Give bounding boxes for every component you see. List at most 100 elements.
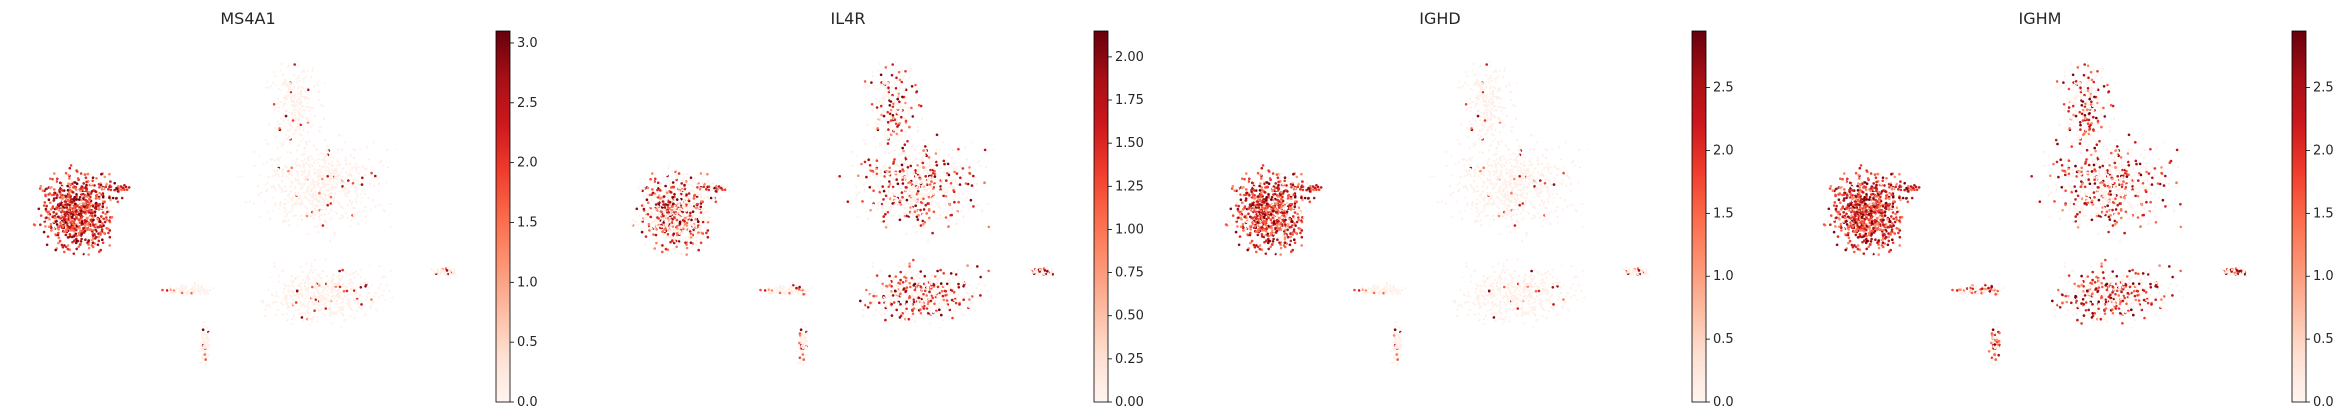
cell-point (289, 96, 292, 99)
cell-point (324, 293, 327, 296)
cell-point (887, 190, 891, 193)
cell-point (356, 193, 359, 196)
cell-point (362, 210, 365, 213)
cell-point (278, 106, 281, 109)
cell-point (38, 187, 42, 190)
cell-point (882, 102, 885, 105)
cell-point (338, 291, 341, 294)
cell-point (321, 224, 325, 227)
cell-point (295, 164, 298, 167)
cell-point (659, 246, 663, 249)
cell-point (75, 237, 78, 241)
cell-point (44, 194, 47, 198)
cell-point (317, 153, 320, 157)
cell-point (314, 184, 317, 187)
cell-point (885, 305, 888, 308)
cell-point (890, 298, 893, 301)
cell-point (900, 80, 904, 84)
cell-point (375, 309, 378, 312)
cell-point (699, 222, 702, 225)
cell-point (331, 202, 334, 205)
cell-point (935, 281, 938, 284)
cell-point (922, 258, 925, 261)
cell-point (81, 242, 85, 245)
cell-point (696, 193, 699, 197)
cell-point (681, 178, 684, 182)
cell-point (42, 230, 46, 234)
cell-point (698, 187, 702, 191)
cell-point (916, 164, 919, 167)
cell-point (701, 209, 704, 212)
cell-point (283, 207, 287, 210)
cell-point (96, 206, 100, 210)
cell-point (879, 104, 883, 108)
cell-point (675, 177, 678, 180)
cell-point (334, 210, 337, 213)
cell-point (68, 205, 72, 209)
cell-point (310, 183, 313, 186)
cell-point (655, 225, 658, 228)
cell-point (59, 217, 62, 220)
cell-point (87, 239, 90, 242)
cell-point (94, 180, 97, 183)
cell-point (339, 181, 342, 185)
cell-point (276, 146, 279, 149)
cell-point (945, 191, 948, 194)
cell-point (363, 178, 366, 181)
cell-point (331, 197, 334, 200)
cell-point (958, 303, 961, 306)
cell-point (699, 200, 703, 203)
cell-point (874, 146, 878, 149)
cell-point (958, 196, 961, 199)
cell-point (298, 296, 301, 299)
cell-point (878, 145, 881, 148)
cell-point (298, 112, 301, 115)
cell-point (58, 181, 62, 185)
cell-point (907, 317, 911, 321)
cell-point (939, 190, 943, 193)
cell-point (290, 317, 293, 321)
cell-point (910, 186, 913, 189)
cell-point (922, 138, 925, 141)
cell-point (294, 178, 297, 182)
cell-point (335, 313, 338, 316)
cell-point (344, 190, 347, 193)
cell-point (37, 207, 41, 211)
cell-point (332, 186, 335, 189)
cell-point (54, 180, 57, 183)
cell-point (455, 275, 458, 278)
cell-point (105, 218, 108, 222)
cell-point (294, 294, 297, 297)
cell-point (891, 294, 895, 297)
cell-point (867, 85, 870, 88)
cell-point (312, 211, 315, 214)
cell-point (646, 218, 649, 221)
cell-point (359, 286, 363, 289)
cell-point (300, 316, 304, 319)
cell-point (942, 156, 945, 159)
cell-point (300, 133, 303, 137)
cell-point (368, 286, 371, 289)
cell-point (949, 282, 952, 285)
cell-point (298, 197, 301, 200)
cell-point (886, 142, 890, 145)
cell-point (101, 195, 105, 199)
cell-point (879, 313, 883, 316)
cell-point (332, 274, 335, 277)
cell-point (905, 159, 909, 162)
cell-point (672, 202, 675, 206)
cell-point (315, 283, 318, 286)
cell-point (328, 218, 331, 221)
cell-point (964, 182, 968, 185)
cell-point (323, 199, 326, 202)
cell-point (326, 289, 329, 292)
cell-point (865, 86, 868, 89)
cell-point (275, 291, 278, 294)
cell-point (860, 162, 863, 166)
cell-point (877, 156, 880, 159)
cell-point (346, 216, 350, 219)
cell-point (692, 228, 695, 232)
cell-point (666, 177, 669, 180)
cell-point (304, 106, 308, 109)
cell-point (887, 128, 890, 131)
